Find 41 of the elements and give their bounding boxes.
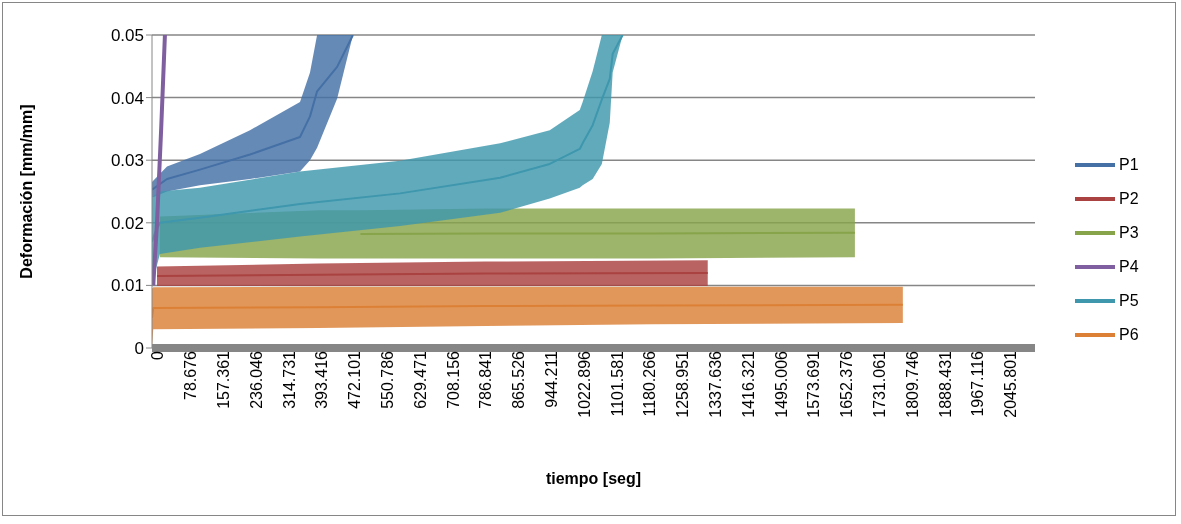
legend-label: P3 bbox=[1119, 224, 1139, 242]
x-tick-label: 550.786 bbox=[378, 350, 396, 409]
x-tick-label: 0 bbox=[149, 350, 167, 360]
x-tick-label: 314.731 bbox=[280, 350, 298, 409]
x-tick-label: 1495.006 bbox=[772, 350, 790, 418]
x-tick-label: 1573.691 bbox=[805, 350, 823, 418]
x-tick-label: 1022.896 bbox=[575, 350, 593, 418]
x-tick-label: 1337.636 bbox=[707, 350, 725, 418]
x-tick-label: 472.101 bbox=[346, 350, 364, 409]
y-tick-label: 0.02 bbox=[110, 213, 144, 233]
y-tick-label: 0.05 bbox=[110, 26, 144, 46]
x-tick-label: 1888.431 bbox=[936, 350, 954, 418]
x-tick-label: 708.156 bbox=[444, 350, 462, 409]
x-tick-label: 78.676 bbox=[182, 350, 200, 400]
x-tick-label: 944.211 bbox=[543, 350, 560, 408]
legend-label: P1 bbox=[1119, 156, 1139, 174]
x-tick-label: 786.841 bbox=[477, 350, 495, 409]
x-tick-label: 865.526 bbox=[510, 350, 528, 409]
x-tick-label: 1652.376 bbox=[838, 350, 856, 418]
legend-label: P6 bbox=[1119, 326, 1139, 344]
x-tick-label: 1180.266 bbox=[641, 350, 659, 417]
x-tick-label: 1967.116 bbox=[969, 350, 987, 417]
line-series bbox=[152, 35, 167, 288]
x-tick-label: 393.416 bbox=[313, 350, 331, 409]
x-tick-label: 236.046 bbox=[247, 350, 265, 409]
y-tick-label: 0.03 bbox=[110, 151, 144, 171]
x-tick-label: 1731.061 bbox=[871, 350, 889, 418]
x-tick-label: 1809.746 bbox=[903, 350, 921, 418]
legend-label: P5 bbox=[1119, 292, 1139, 310]
y-tick-label: 0.04 bbox=[110, 88, 144, 108]
x-axis-title: tiempo [seg] bbox=[545, 470, 642, 487]
x-tick-label: 1416.321 bbox=[739, 350, 757, 418]
legend-label: P4 bbox=[1119, 258, 1139, 276]
y-tick-label: 0.01 bbox=[110, 276, 144, 296]
x-tick-label: 1258.951 bbox=[674, 350, 692, 418]
x-tick-label: 2045.801 bbox=[1002, 350, 1020, 418]
y-axis-title: Deformación [mm/mm] bbox=[17, 104, 35, 279]
x-tick-label: 629.471 bbox=[411, 350, 429, 409]
x-tick-label: 157.361 bbox=[214, 350, 232, 409]
legend-label: P2 bbox=[1119, 190, 1139, 208]
x-tick-label: 1101.581 bbox=[608, 350, 626, 417]
